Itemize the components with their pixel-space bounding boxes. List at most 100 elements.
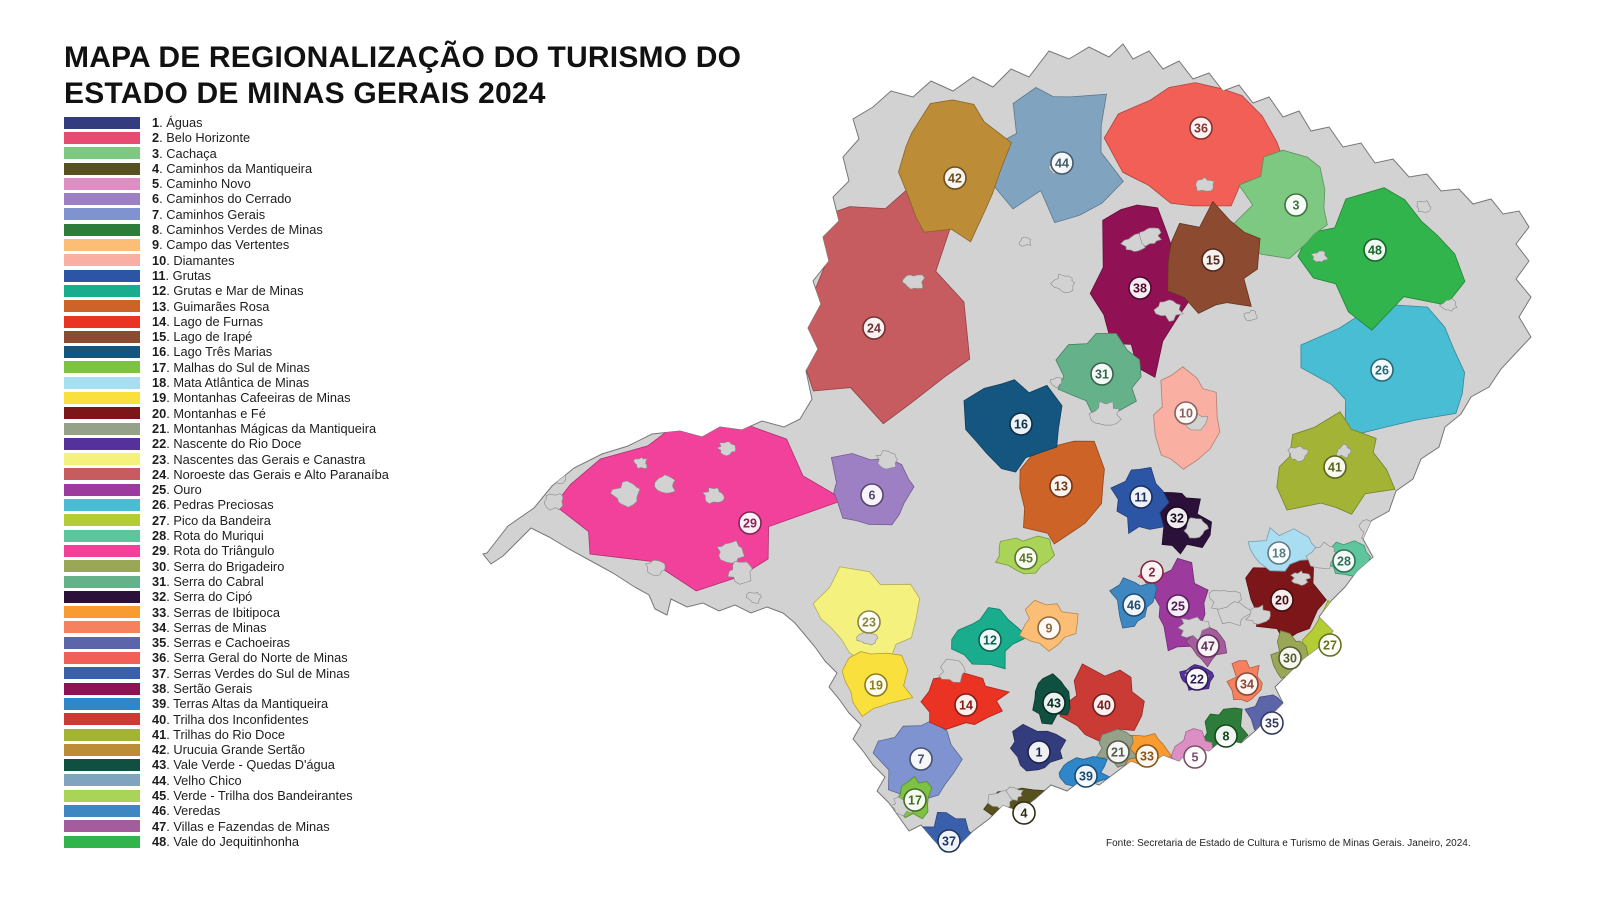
legend-item: 30. Serra do Brigadeiro [64, 559, 389, 574]
region-badge-number: 11 [1134, 491, 1147, 505]
legend-swatch [64, 820, 140, 833]
legend-label: 20. Montanhas e Fé [152, 405, 266, 421]
region-badge-45 [1014, 546, 1038, 570]
legend-label: 42. Urucuia Grande Sertão [152, 742, 305, 758]
legend-swatch [64, 759, 140, 772]
legend-swatch [64, 697, 140, 710]
legend-label: 18. Mata Atlântica de Minas [152, 375, 310, 391]
region-badge-15 [1201, 248, 1225, 272]
source-note: Fonte: Secretaria de Estado de Cultura e… [1106, 838, 1471, 849]
legend-swatch [64, 835, 140, 848]
region-badge-9 [1037, 616, 1061, 640]
region-badge-39 [1074, 764, 1098, 788]
region-badge-number: 21 [1111, 746, 1125, 760]
region-badge-number: 5 [1192, 751, 1199, 765]
legend-item: 15. Lago de Irapé [64, 329, 389, 344]
legend-swatch [64, 544, 140, 557]
region-badge-16 [1009, 412, 1033, 436]
legend-label: 4. Caminhos da Mantiqueira [152, 160, 313, 176]
region-badge-37 [937, 829, 961, 853]
region-badge-43 [1042, 691, 1066, 715]
legend-swatch [64, 621, 140, 634]
gray-patch [1183, 517, 1209, 539]
gray-patch [1310, 250, 1329, 263]
region-badge-18 [1267, 541, 1291, 565]
gray-patch [1018, 236, 1032, 247]
region-badge-number: 28 [1337, 555, 1351, 569]
legend-swatch [64, 652, 140, 665]
region-badge-number: 39 [1079, 770, 1093, 784]
gray-patch [1438, 298, 1458, 312]
legend-label: 46. Veredas [152, 803, 221, 819]
map-regions [553, 82, 1466, 852]
legend-label: 10. Diamantes [152, 252, 235, 268]
legend-label: 26. Pedras Preciosas [152, 497, 274, 513]
region-badge-41 [1323, 455, 1347, 479]
legend-item: 27. Pico da Bandeira [64, 513, 389, 528]
legend-swatch [64, 239, 140, 252]
region-badge-number: 27 [1323, 639, 1337, 653]
legend-swatch [64, 743, 140, 756]
gray-patch [1153, 299, 1184, 322]
region-badge-number: 34 [1240, 678, 1254, 692]
legend-item: 34. Serras de Minas [64, 620, 389, 635]
legend-item: 1. Águas [64, 115, 389, 130]
gray-patch [727, 561, 753, 585]
gray-patch [1088, 400, 1122, 426]
gray-patch [1358, 519, 1387, 541]
region-badge-33 [1135, 744, 1159, 768]
region-badge-28 [1332, 549, 1356, 573]
legend-item: 26. Pedras Preciosas [64, 497, 389, 512]
gray-patch [1335, 443, 1352, 459]
legend-label: 9. Campo das Vertentes [152, 237, 290, 253]
legend-item: 39. Terras Altas da Mantiqueira [64, 696, 389, 711]
legend-swatch [64, 131, 140, 144]
region-badge-number: 7 [918, 753, 925, 767]
legend-item: 2. Belo Horizonte [64, 130, 389, 145]
legend-swatch [64, 575, 140, 588]
region-badge-31 [1090, 362, 1114, 386]
legend-label: 13. Guimarães Rosa [152, 298, 270, 314]
region-badge-40 [1092, 693, 1116, 717]
gray-patch [1290, 570, 1312, 586]
legend-label: 21. Montanhas Mágicas da Mantiqueira [152, 420, 377, 436]
legend-label: 27. Pico da Bandeira [152, 512, 271, 528]
gray-patch [1139, 227, 1163, 247]
region-badge-number: 8 [1223, 730, 1230, 744]
region-badge-number: 14 [959, 699, 973, 713]
legend-item: 20. Montanhas e Fé [64, 406, 389, 421]
legend-label: 6. Caminhos do Cerrado [152, 191, 292, 207]
region-badge-23 [857, 610, 881, 634]
region-badge-46 [1122, 593, 1146, 617]
region-badge-36 [1189, 116, 1213, 140]
legend-swatch [64, 376, 140, 389]
legend-swatch [64, 560, 140, 573]
region-badge-2 [1140, 560, 1164, 584]
legend-swatch [64, 315, 140, 328]
region-badge-number: 33 [1140, 750, 1154, 764]
legend-swatch [64, 177, 140, 190]
region-badge-number: 12 [983, 634, 997, 648]
legend-item: 21. Montanhas Mágicas da Mantiqueira [64, 421, 389, 436]
legend-label: 19. Montanhas Cafeeiras de Minas [152, 390, 351, 406]
gray-patch [633, 457, 648, 469]
legend-swatch [64, 422, 140, 435]
region-badges: 1234567891011121314151617181920212223242… [738, 116, 1394, 853]
gray-patch [1209, 771, 1241, 793]
gray-patch [645, 559, 666, 576]
region-badge-5 [1183, 745, 1207, 769]
gray-patch [1195, 176, 1215, 192]
legend-label: 44. Velho Chico [152, 772, 242, 788]
gray-patch [1357, 694, 1376, 707]
legend-swatch [64, 208, 140, 221]
gray-patch [654, 474, 676, 494]
region-badge-35 [1260, 711, 1284, 735]
region-badge-number: 46 [1127, 599, 1141, 613]
legend-item: 23. Nascentes das Gerais e Canastra [64, 452, 389, 467]
legend-swatch [64, 529, 140, 542]
region-badge-number: 29 [743, 517, 757, 531]
legend-swatch [64, 116, 140, 129]
legend-swatch [64, 330, 140, 343]
gray-patch [1049, 376, 1063, 389]
region-badge-42 [943, 166, 967, 190]
